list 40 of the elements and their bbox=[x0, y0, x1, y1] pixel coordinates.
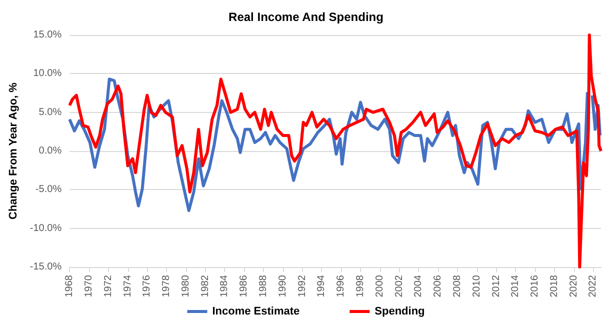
x-tick-label: 2020 bbox=[568, 274, 580, 298]
legend-label: Income Estimate bbox=[212, 306, 300, 318]
y-tick-label: -10.0% bbox=[30, 222, 62, 234]
x-tick-label: 2000 bbox=[374, 274, 386, 298]
y-tick-label: 5.0% bbox=[38, 106, 62, 118]
x-tick-label: 2014 bbox=[510, 274, 522, 298]
y-tick-label: 10.0% bbox=[33, 68, 62, 80]
x-tick-label: 1982 bbox=[200, 274, 211, 298]
x-tick-label: 2010 bbox=[471, 274, 482, 298]
y-tick-label: 15.0% bbox=[33, 30, 62, 40]
x-tick-label: 1974 bbox=[122, 274, 134, 298]
x-tick-label: 1992 bbox=[296, 274, 308, 298]
y-tick-label: 0.0% bbox=[38, 146, 62, 156]
legend-label: Spending bbox=[374, 306, 425, 318]
x-tick-label: 1978 bbox=[161, 274, 172, 298]
x-tick-label: 1972 bbox=[102, 274, 114, 298]
x-tick-label: 2004 bbox=[413, 274, 424, 298]
y-axis-title: Change From Year Ago, % bbox=[8, 82, 20, 220]
y-tick-label: -5.0% bbox=[35, 184, 62, 196]
x-tick-label: 2012 bbox=[490, 274, 502, 298]
x-tick-label: 1980 bbox=[180, 274, 192, 298]
x-tick-label: 2002 bbox=[394, 274, 405, 298]
x-tick-label: 2006 bbox=[432, 274, 444, 298]
y-tick-label: -15.0% bbox=[30, 262, 62, 272]
x-tick-label: 2018 bbox=[548, 274, 560, 298]
x-tick-label: 1986 bbox=[238, 274, 250, 298]
x-tick-label: 1988 bbox=[258, 274, 270, 298]
x-tick-label: 1998 bbox=[355, 274, 366, 298]
x-tick-label: 1984 bbox=[219, 274, 230, 298]
x-tick-label: 1968 bbox=[64, 274, 76, 298]
line-series bbox=[68, 34, 602, 268]
x-tick-label: 1970 bbox=[83, 274, 94, 298]
x-tick-label: 1976 bbox=[142, 274, 153, 298]
x-tick-label: 2022 bbox=[588, 274, 599, 298]
x-tick-label: 2008 bbox=[452, 274, 463, 298]
chart-title: Real Income And Spending bbox=[228, 10, 384, 24]
x-tick-label: 1996 bbox=[336, 274, 347, 298]
x-tick-label: 1990 bbox=[277, 274, 288, 298]
x-tick-label: 2016 bbox=[530, 274, 541, 298]
x-tick-label: 1994 bbox=[316, 274, 328, 298]
